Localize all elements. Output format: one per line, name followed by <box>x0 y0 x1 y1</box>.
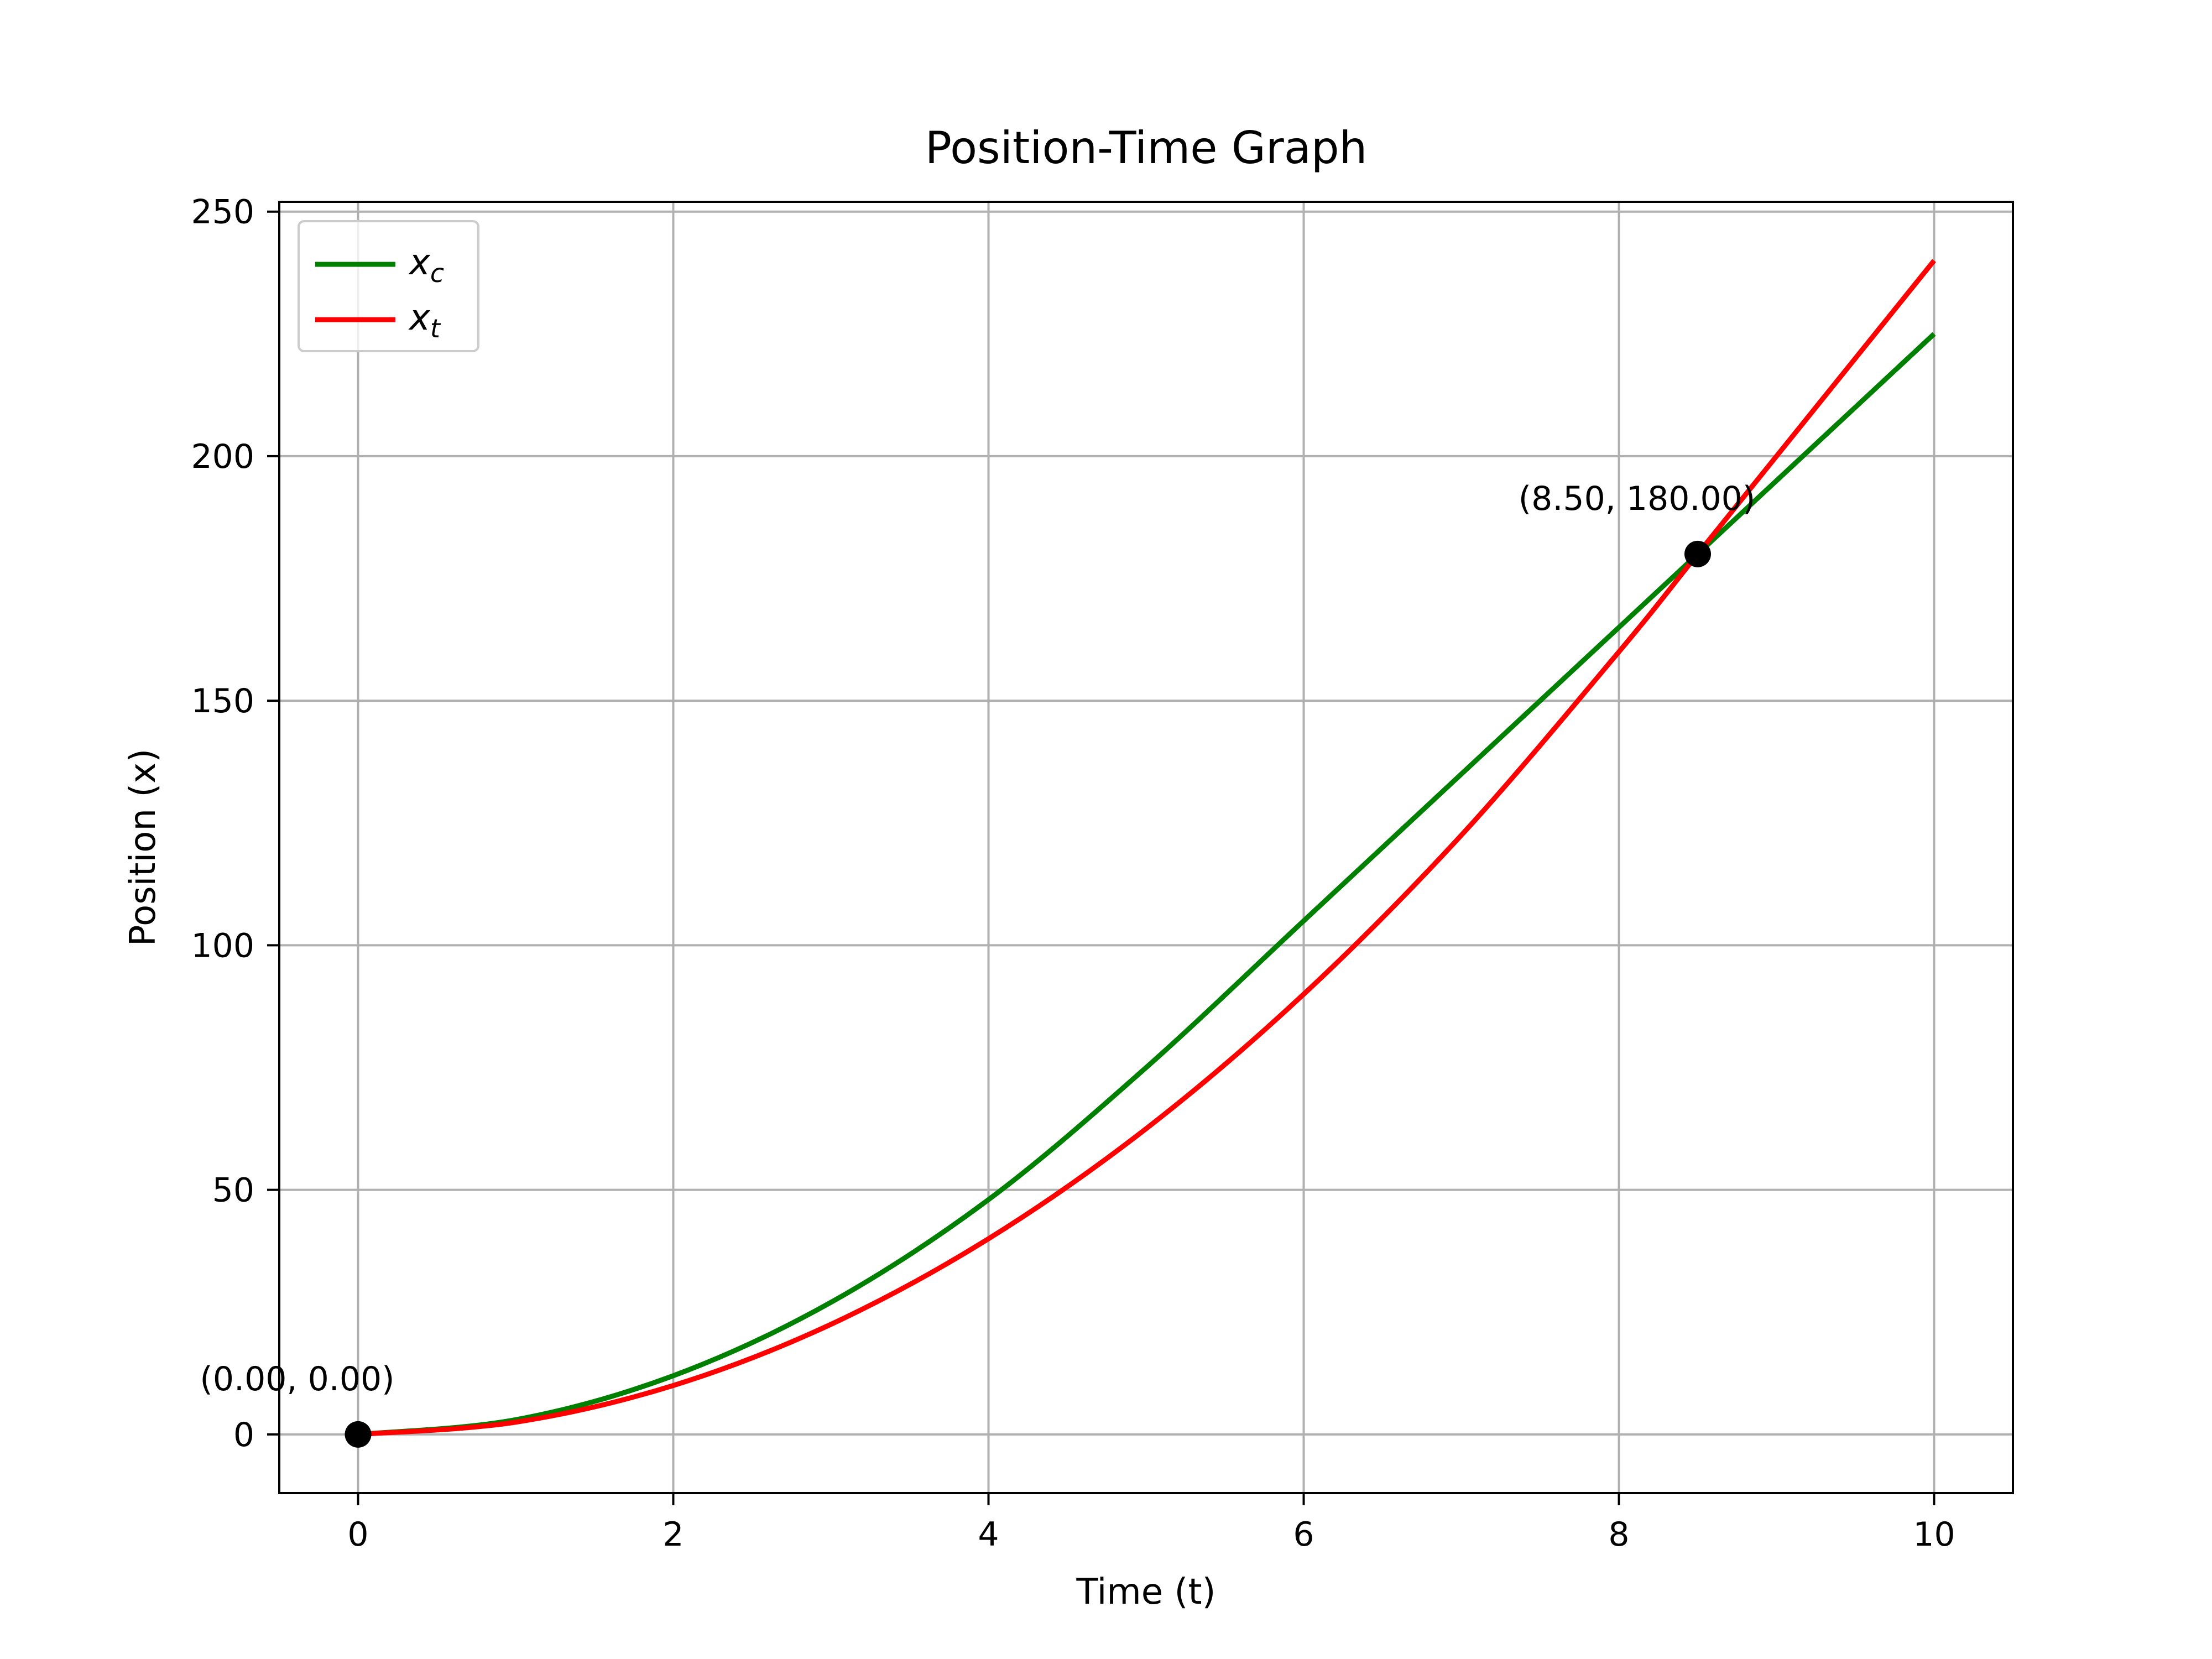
y-tick-label: 250 <box>191 193 254 232</box>
y-tick-label: 150 <box>191 682 254 721</box>
grid <box>279 202 2013 1493</box>
intersection-point <box>345 1421 372 1448</box>
point-label: (8.50, 180.00) <box>1519 479 1756 518</box>
x-tick-label: 6 <box>1293 1515 1314 1554</box>
x-axis-ticks: 0 2 4 6 8 10 <box>347 1493 1955 1554</box>
legend-label-t: xt <box>408 298 441 343</box>
x-tick-label: 8 <box>1608 1515 1629 1554</box>
series-line-t <box>358 259 1937 1437</box>
y-tick-label: 100 <box>191 926 254 965</box>
y-tick-label: 0 <box>233 1416 254 1454</box>
y-axis-label: Position (x) <box>123 749 164 946</box>
point-label: (0.00, 0.00) <box>200 1360 394 1399</box>
plot-frame <box>278 201 2014 1494</box>
legend-label-c: xc <box>408 242 444 288</box>
x-tick-label: 4 <box>978 1515 999 1554</box>
x-tick-label: 2 <box>662 1515 684 1554</box>
legend-box <box>298 220 479 352</box>
chart-title: Position-Time Graph <box>925 122 1368 174</box>
legend: xc xt <box>298 220 479 352</box>
highlight-points: (0.00, 0.00) (8.50, 180.00) <box>200 479 1755 1448</box>
intersection-point <box>1684 540 1711 567</box>
y-tick-label: 50 <box>212 1171 254 1210</box>
x-tick-label: 0 <box>347 1515 368 1554</box>
y-tick-label: 200 <box>191 437 254 476</box>
y-axis-ticks: 0 50 100 150 200 250 <box>191 193 279 1454</box>
x-tick-label: 10 <box>1913 1515 1955 1554</box>
x-axis-label: Time (t) <box>1076 1572 1216 1613</box>
